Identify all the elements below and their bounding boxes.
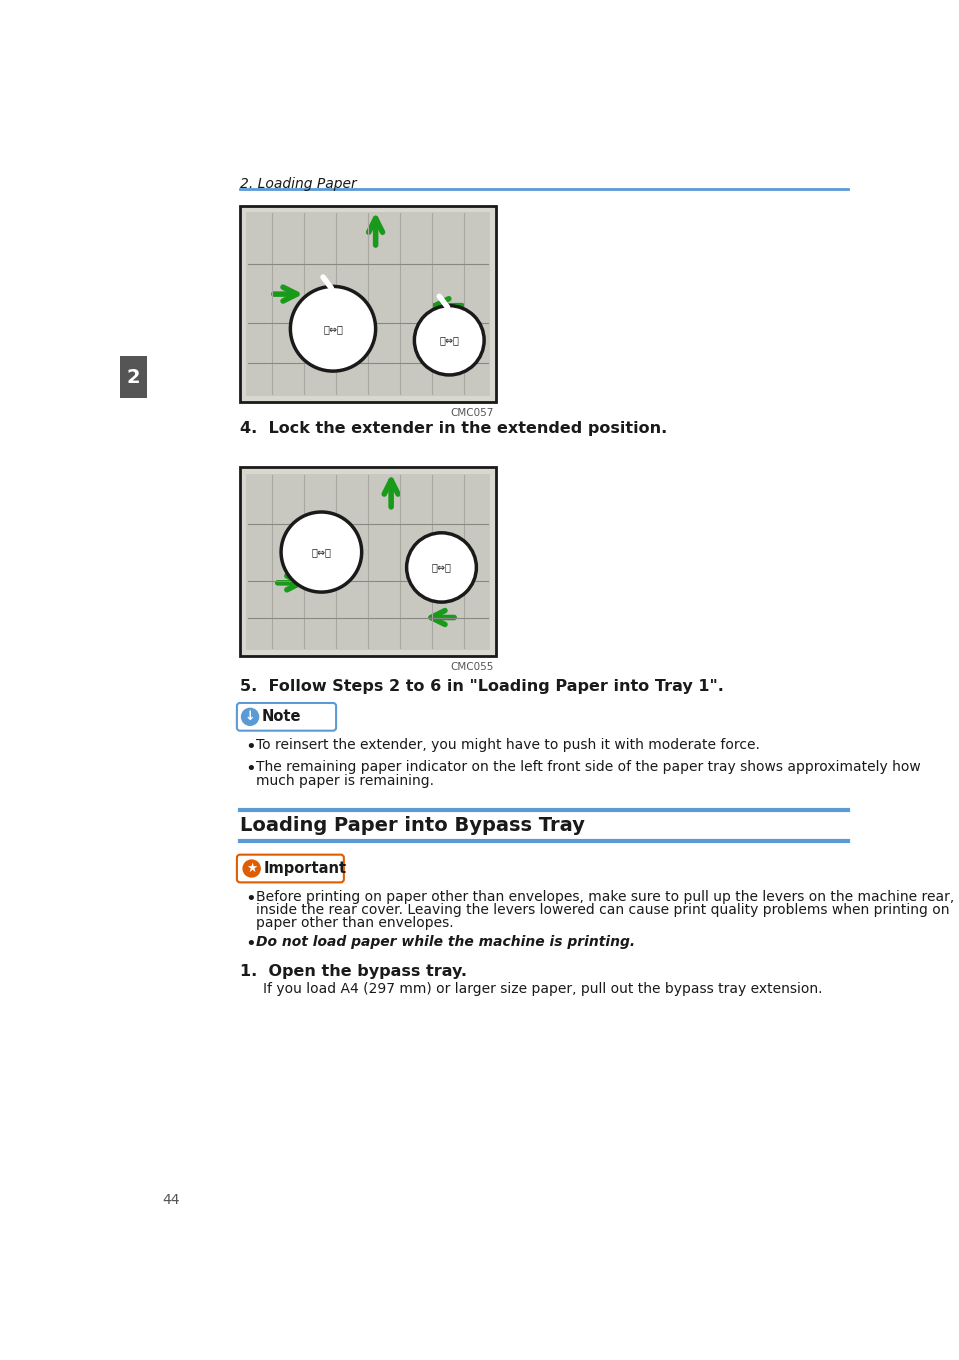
Text: If you load A4 (297 mm) or larger size paper, pull out the bypass tray extension: If you load A4 (297 mm) or larger size p… <box>264 982 823 996</box>
Circle shape <box>242 709 259 725</box>
Circle shape <box>407 533 477 602</box>
Text: •: • <box>246 738 256 756</box>
Text: •: • <box>246 934 256 953</box>
Text: 5.  Follow Steps 2 to 6 in "Loading Paper into Tray 1".: 5. Follow Steps 2 to 6 in "Loading Paper… <box>240 679 724 694</box>
Circle shape <box>281 511 362 592</box>
Bar <box>246 212 489 396</box>
Text: much paper is remaining.: much paper is remaining. <box>255 774 433 787</box>
Text: ↓: ↓ <box>245 710 255 724</box>
Text: inside the rear cover. Leaving the levers lowered can cause print quality proble: inside the rear cover. Leaving the lever… <box>255 903 949 917</box>
Text: Note: Note <box>262 710 301 725</box>
Text: 2. Loading Paper: 2. Loading Paper <box>240 177 357 190</box>
Text: 🔒⇔🔓: 🔒⇔🔓 <box>432 563 452 573</box>
FancyArrowPatch shape <box>323 277 331 288</box>
Text: Do not load paper while the machine is printing.: Do not load paper while the machine is p… <box>255 934 635 949</box>
Text: •: • <box>246 760 256 778</box>
Text: CMC055: CMC055 <box>451 662 494 672</box>
Text: •: • <box>246 889 256 908</box>
Text: 🔒⇔🔓: 🔒⇔🔓 <box>439 336 459 345</box>
Circle shape <box>243 860 260 877</box>
Text: To reinsert the extender, you might have to push it with moderate force.: To reinsert the extender, you might have… <box>255 738 760 752</box>
Text: Important: Important <box>264 861 346 876</box>
Text: ★: ★ <box>246 862 257 874</box>
Text: Before printing on paper other than envelopes, make sure to pull up the levers o: Before printing on paper other than enve… <box>255 889 954 904</box>
Text: 🔒⇔🔓: 🔒⇔🔓 <box>312 547 331 558</box>
Text: Loading Paper into Bypass Tray: Loading Paper into Bypass Tray <box>240 816 585 835</box>
Bar <box>240 205 496 403</box>
FancyBboxPatch shape <box>237 703 336 730</box>
Circle shape <box>291 287 376 371</box>
FancyBboxPatch shape <box>237 854 344 883</box>
Bar <box>246 473 489 650</box>
Bar <box>240 468 496 656</box>
Text: CMC057: CMC057 <box>451 408 494 418</box>
FancyArrowPatch shape <box>439 296 448 307</box>
Text: 44: 44 <box>162 1194 180 1208</box>
Text: 4.  Lock the extender in the extended position.: 4. Lock the extender in the extended pos… <box>240 422 667 437</box>
Circle shape <box>414 306 484 375</box>
Text: paper other than envelopes.: paper other than envelopes. <box>255 917 453 930</box>
Text: 1.  Open the bypass tray.: 1. Open the bypass tray. <box>240 964 467 979</box>
Bar <box>120 356 147 398</box>
Text: 🔒⇔🔓: 🔒⇔🔓 <box>323 324 343 333</box>
Text: The remaining paper indicator on the left front side of the paper tray shows app: The remaining paper indicator on the lef… <box>255 760 921 774</box>
Text: 2: 2 <box>127 367 140 386</box>
